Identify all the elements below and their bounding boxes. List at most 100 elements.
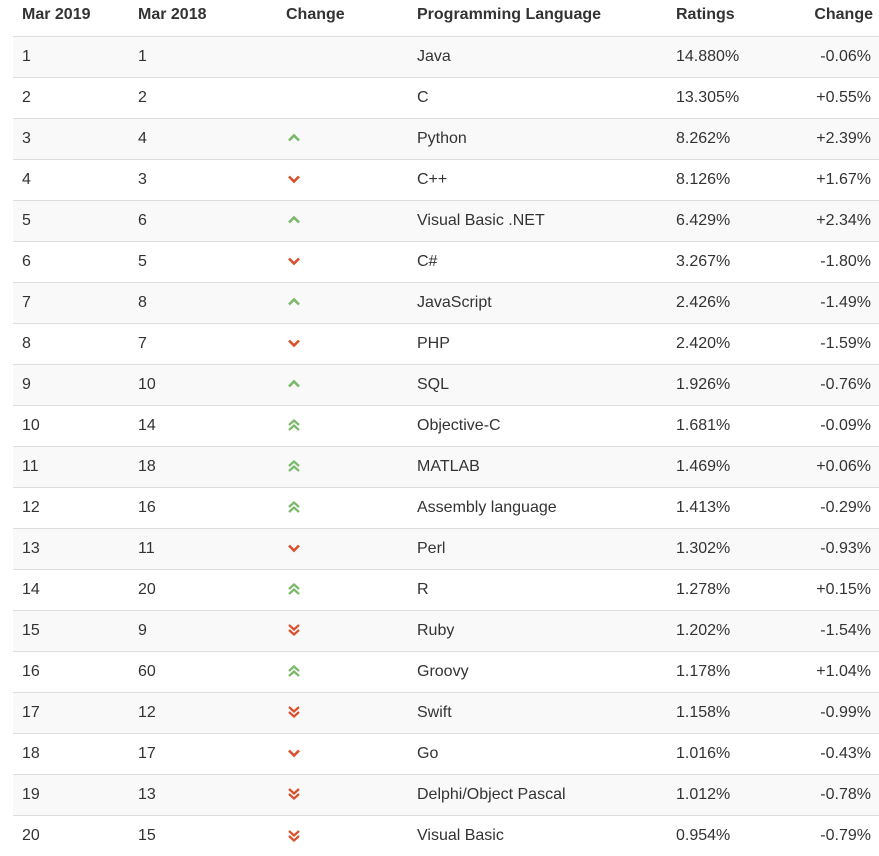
trend-cell — [277, 650, 408, 692]
header-mar-2019[interactable]: Mar 2019 — [22, 6, 91, 23]
double-chevron-down-icon — [286, 704, 302, 720]
double-chevron-down-icon — [286, 828, 302, 844]
trend-cell — [277, 158, 408, 200]
double-chevron-up-icon — [286, 417, 302, 433]
rank-2018-cell: 2 — [129, 76, 277, 118]
ratings-cell: 1.926% — [667, 363, 800, 405]
ratings-cell: 1.158% — [667, 691, 800, 733]
ratings-change-cell: -0.99% — [800, 691, 879, 733]
ratings-change-cell: -1.49% — [800, 281, 879, 323]
header-change[interactable]: Change — [286, 6, 345, 23]
language-cell: Perl — [408, 527, 667, 569]
ratings-cell: 1.413% — [667, 486, 800, 528]
language-cell: Swift — [408, 691, 667, 733]
language-cell: Objective-C — [408, 404, 667, 446]
double-chevron-up-icon — [286, 499, 302, 515]
rank-2019-cell: 4 — [13, 158, 129, 200]
rank-2019-cell: 8 — [13, 322, 129, 364]
rank-2019-cell: 2 — [13, 76, 129, 118]
rank-2019-cell: 15 — [13, 609, 129, 651]
ratings-cell: 13.305% — [667, 76, 800, 118]
language-cell: Delphi/Object Pascal — [408, 773, 667, 815]
language-cell: Java — [408, 35, 667, 77]
trend-cell — [277, 404, 408, 446]
ratings-cell: 0.954% — [667, 814, 800, 856]
chevron-down-icon — [286, 171, 302, 187]
ratings-cell: 14.880% — [667, 35, 800, 77]
table-row: 1 1 Java 14.880% -0.06% — [13, 35, 879, 77]
ratings-change-cell: -1.54% — [800, 609, 879, 651]
trend-cell — [277, 322, 408, 364]
table-row: 6 5 C# 3.267% -1.80% — [13, 240, 879, 282]
double-chevron-up-icon — [286, 581, 302, 597]
rank-2018-cell: 20 — [129, 568, 277, 610]
language-cell: R — [408, 568, 667, 610]
ratings-change-cell: -1.80% — [800, 240, 879, 282]
rank-2019-cell: 5 — [13, 199, 129, 241]
trend-cell — [277, 609, 408, 651]
rank-2019-cell: 18 — [13, 732, 129, 774]
trend-cell — [277, 281, 408, 323]
language-cell: C++ — [408, 158, 667, 200]
header-mar-2018[interactable]: Mar 2018 — [138, 6, 207, 23]
rank-2018-cell: 4 — [129, 117, 277, 159]
trend-cell — [277, 814, 408, 856]
trend-cell — [277, 35, 408, 77]
rank-2019-cell: 9 — [13, 363, 129, 405]
rank-2019-cell: 12 — [13, 486, 129, 528]
table-body: 1 1 Java 14.880% -0.06% 2 2 C 13.305% +0.55% 3 4 Pyt… — [13, 35, 879, 856]
ratings-cell: 8.126% — [667, 158, 800, 200]
header-ratings[interactable]: Ratings — [676, 6, 735, 23]
ratings-cell: 1.469% — [667, 445, 800, 487]
ratings-change-cell: -0.29% — [800, 486, 879, 528]
rank-2019-cell: 11 — [13, 445, 129, 487]
trend-cell — [277, 445, 408, 487]
header-programming-language[interactable]: Programming Language — [417, 6, 602, 23]
chevron-up-icon — [286, 130, 302, 146]
ratings-change-cell: +1.04% — [800, 650, 879, 692]
language-cell: MATLAB — [408, 445, 667, 487]
rank-2018-cell: 13 — [129, 773, 277, 815]
ratings-cell: 1.016% — [667, 732, 800, 774]
table-row: 17 12 Swift 1.158% -0.99% — [13, 691, 879, 733]
trend-cell — [277, 527, 408, 569]
ratings-change-cell: -0.78% — [800, 773, 879, 815]
ratings-change-cell: -0.93% — [800, 527, 879, 569]
table-row: 18 17 Go 1.016% -0.43% — [13, 732, 879, 774]
trend-cell — [277, 691, 408, 733]
table-row: 3 4 Python 8.262% +2.39% — [13, 117, 879, 159]
rank-2019-cell: 20 — [13, 814, 129, 856]
rank-2018-cell: 16 — [129, 486, 277, 528]
rank-2018-cell: 9 — [129, 609, 277, 651]
ratings-change-cell: -0.09% — [800, 404, 879, 446]
language-cell: PHP — [408, 322, 667, 364]
rank-2018-cell: 5 — [129, 240, 277, 282]
ratings-change-cell: -0.06% — [800, 35, 879, 77]
rank-2019-cell: 14 — [13, 568, 129, 610]
table-row: 9 10 SQL 1.926% -0.76% — [13, 363, 879, 405]
table-row: 5 6 Visual Basic .NET 6.429% +2.34% — [13, 199, 879, 241]
trend-cell — [277, 76, 408, 118]
ratings-change-cell: +2.34% — [800, 199, 879, 241]
ratings-cell: 2.426% — [667, 281, 800, 323]
rank-2019-cell: 6 — [13, 240, 129, 282]
ratings-cell: 1.681% — [667, 404, 800, 446]
rank-2018-cell: 1 — [129, 35, 277, 77]
language-cell: SQL — [408, 363, 667, 405]
ratings-change-cell: -0.43% — [800, 732, 879, 774]
ratings-change-cell: -1.59% — [800, 322, 879, 364]
table-header-row: Mar 2019 Mar 2018 Change Programming Lan… — [13, 0, 879, 36]
table-row: 15 9 Ruby 1.202% -1.54% — [13, 609, 879, 651]
rank-2019-cell: 13 — [13, 527, 129, 569]
ratings-cell: 1.012% — [667, 773, 800, 815]
rank-2018-cell: 12 — [129, 691, 277, 733]
header-ratings-change[interactable]: Change — [814, 6, 873, 23]
rank-2018-cell: 7 — [129, 322, 277, 364]
language-cell: Go — [408, 732, 667, 774]
trend-cell — [277, 486, 408, 528]
ratings-cell: 1.278% — [667, 568, 800, 610]
language-cell: Groovy — [408, 650, 667, 692]
ratings-cell: 1.202% — [667, 609, 800, 651]
ratings-cell: 1.178% — [667, 650, 800, 692]
ratings-change-cell: +1.67% — [800, 158, 879, 200]
